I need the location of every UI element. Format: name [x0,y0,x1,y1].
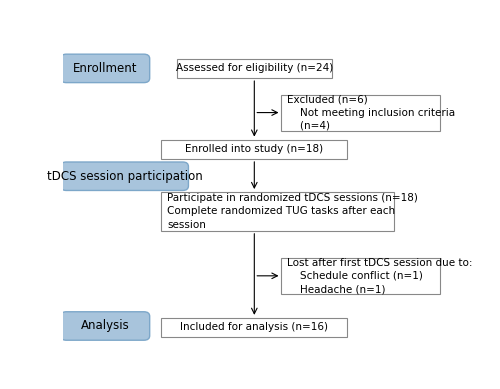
Text: Enrollment: Enrollment [73,62,138,75]
Text: tDCS session participation: tDCS session participation [46,170,203,183]
Text: Analysis: Analysis [81,319,130,333]
FancyBboxPatch shape [162,318,348,337]
FancyBboxPatch shape [162,192,394,231]
Text: Excluded (n=6)
    Not meeting inclusion criteria
    (n=4): Excluded (n=6) Not meeting inclusion cri… [287,95,456,131]
FancyBboxPatch shape [282,95,440,131]
Text: Assessed for eligibility (n=24): Assessed for eligibility (n=24) [176,63,333,74]
Text: Enrolled into study (n=18): Enrolled into study (n=18) [185,144,324,154]
FancyBboxPatch shape [177,59,332,78]
Text: Participate in randomized tDCS sessions (n=18)
Complete randomized TUG tasks aft: Participate in randomized tDCS sessions … [167,193,418,230]
FancyBboxPatch shape [60,162,188,191]
Text: Lost after first tDCS session due to:
    Schedule conflict (n=1)
    Headache (: Lost after first tDCS session due to: Sc… [287,258,473,294]
FancyBboxPatch shape [282,258,440,294]
Text: Included for analysis (n=16): Included for analysis (n=16) [180,322,328,333]
FancyBboxPatch shape [60,54,150,82]
FancyBboxPatch shape [60,312,150,340]
FancyBboxPatch shape [162,140,348,159]
